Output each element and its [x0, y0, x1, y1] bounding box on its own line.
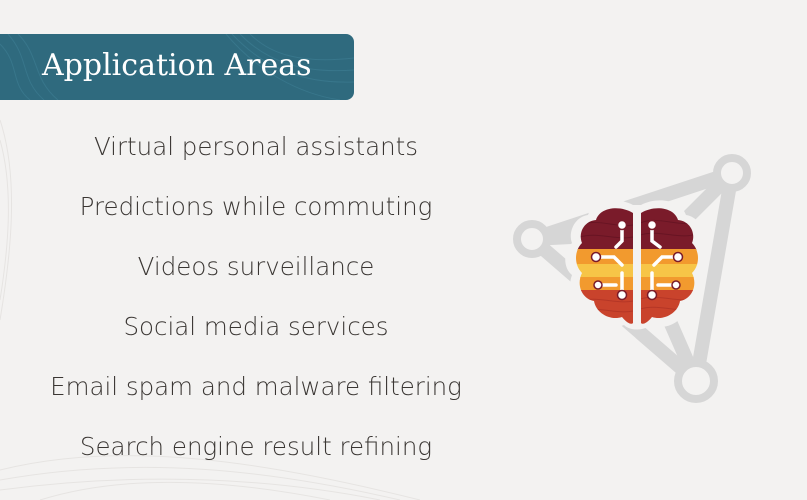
list-item: Videos surveillance: [137, 252, 375, 281]
list-item: Social media services: [123, 312, 389, 341]
ai-brain-network-icon: [513, 154, 751, 403]
application-areas-list: Virtual personal assistants Predictions …: [0, 122, 512, 482]
list-item: Search engine result refining: [79, 432, 433, 461]
page-title: Application Areas: [42, 48, 312, 83]
list-item: Virtual personal assistants: [93, 132, 419, 161]
list-item: Email spam and malware filtering: [50, 372, 462, 401]
banner-texture: [0, 34, 354, 100]
title-banner: Application Areas: [0, 34, 354, 100]
list-item: Predictions while commuting: [79, 192, 433, 221]
